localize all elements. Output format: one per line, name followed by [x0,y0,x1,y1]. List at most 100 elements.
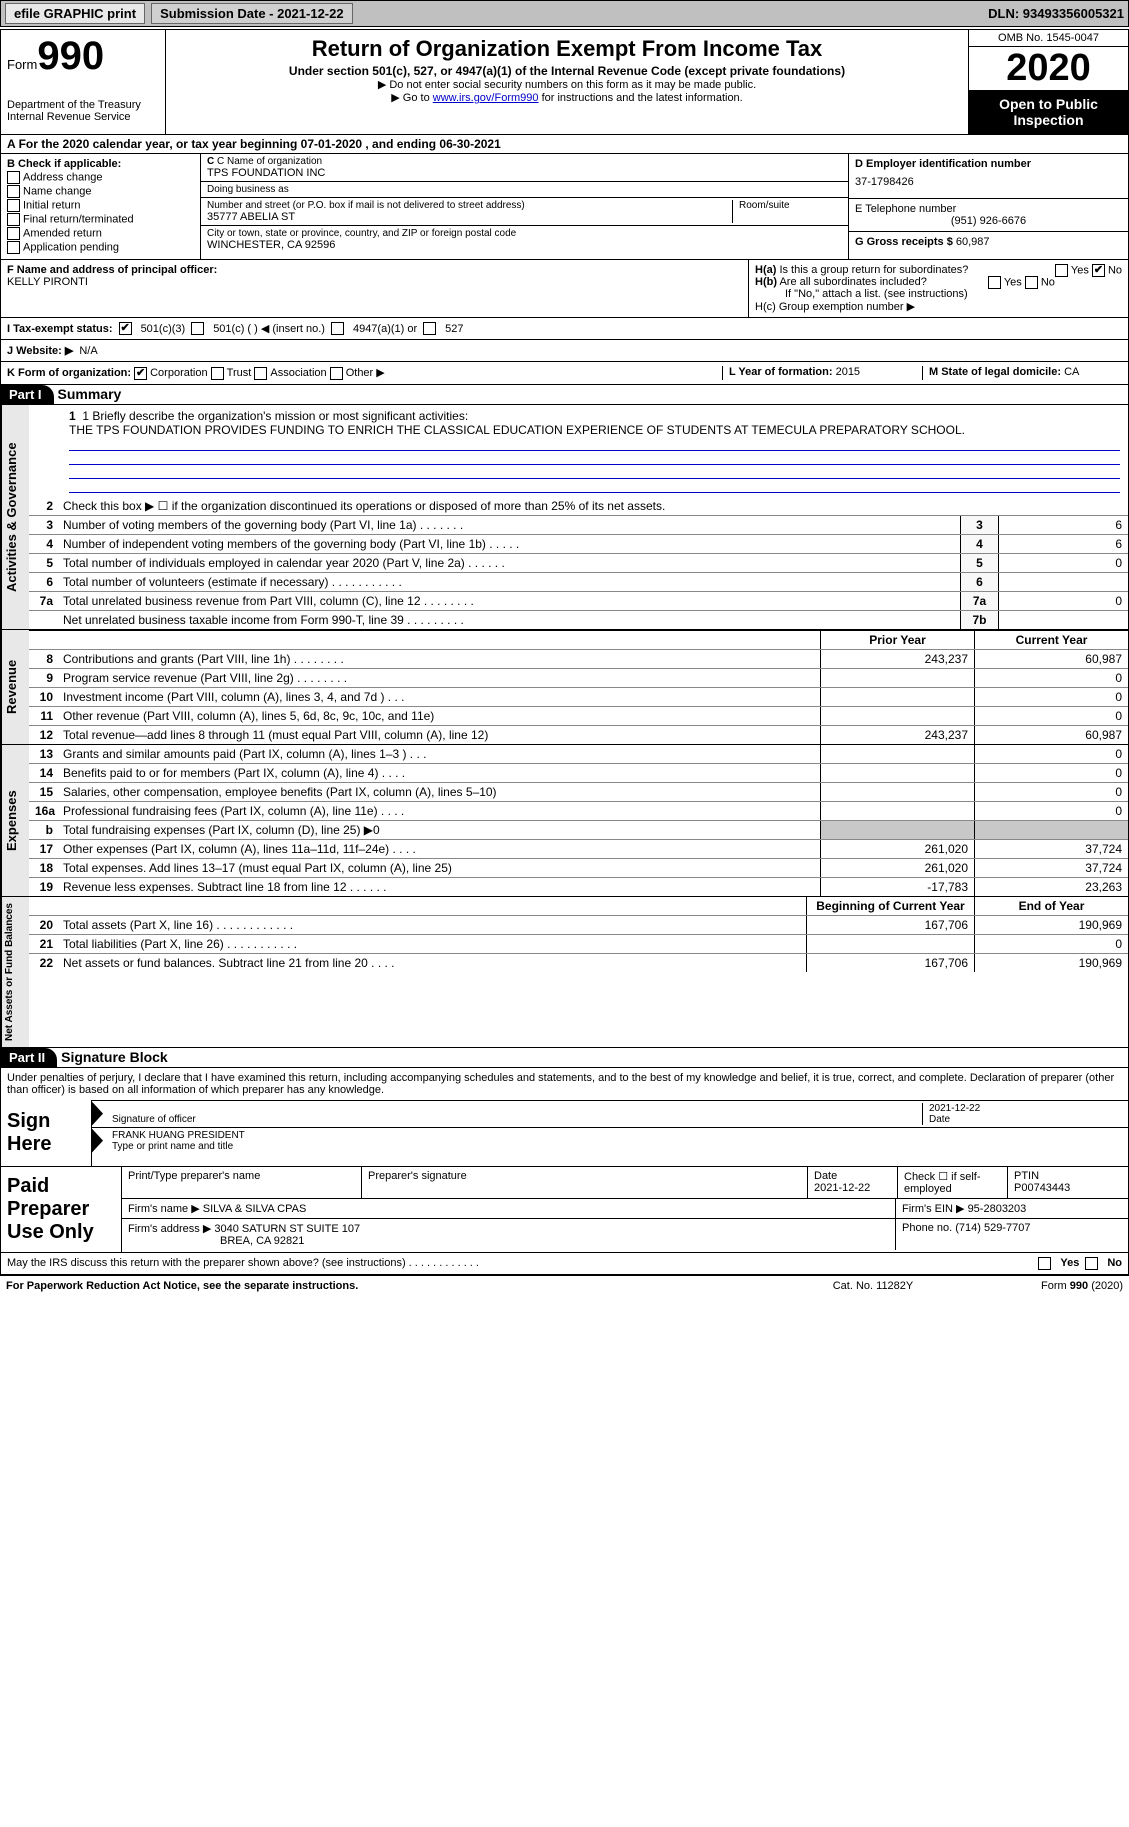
checkbox-corp[interactable]: ✔ [134,367,147,380]
checkbox-initial-return[interactable]: Initial return [7,199,194,212]
prior-15 [820,783,974,801]
signature-declaration: Under penalties of perjury, I declare th… [1,1068,1128,1100]
curr-17: 37,724 [974,840,1128,858]
sig-date: 2021-12-22 [929,1103,980,1114]
summary-line-7a: Total unrelated business revenue from Pa… [59,592,960,610]
curr-8: 60,987 [974,650,1128,668]
summary-val-6 [998,573,1128,591]
org-name: TPS FOUNDATION INC [207,167,842,179]
line-20-text: Total assets (Part X, line 16) . . . . .… [59,916,806,934]
checkbox-trust[interactable] [211,367,224,380]
dept-label: Department of the Treasury Internal Reve… [7,99,159,123]
website-value: N/A [79,345,97,357]
summary-val-5: 0 [998,554,1128,572]
ha-question: H(a) Is this a group return for subordin… [755,264,1122,276]
line-11-text: Other revenue (Part VIII, column (A), li… [59,707,820,725]
summary-val-3: 6 [998,516,1128,534]
checkbox-assoc[interactable] [254,367,267,380]
irs-link[interactable]: www.irs.gov/Form990 [433,92,539,104]
line-10-text: Investment income (Part VIII, column (A)… [59,688,820,706]
omb-number: OMB No. 1545-0047 [969,30,1128,47]
form-title: Return of Organization Exempt From Incom… [170,36,964,62]
checkbox-501c[interactable] [191,322,204,335]
prior-10 [820,688,974,706]
page-footer: For Paperwork Reduction Act Notice, see … [0,1275,1129,1296]
line-21-text: Total liabilities (Part X, line 26) . . … [59,935,806,953]
line-15-text: Salaries, other compensation, employee b… [59,783,820,801]
checkbox-other[interactable] [330,367,343,380]
checkbox-amended-return[interactable]: Amended return [7,227,194,240]
prior-17: 261,020 [820,840,974,858]
prior-9 [820,669,974,687]
curr-13: 0 [974,745,1128,763]
self-employed-check[interactable]: Check ☐ if self-employed [898,1167,1008,1198]
curr-11: 0 [974,707,1128,725]
netassets-vlabel: Net Assets or Fund Balances [1,897,29,1047]
submission-date-button[interactable]: Submission Date - 2021-12-22 [151,3,353,24]
discuss-no-checkbox[interactable] [1085,1257,1098,1270]
checkbox-name-change[interactable]: Name change [7,185,194,198]
mission-description: 1 1 Briefly describe the organization's … [29,405,1128,497]
checkbox-4947[interactable] [331,322,344,335]
prior-22: 167,706 [806,954,974,972]
officer-group-block: F Name and address of principal officer:… [0,260,1129,318]
checkbox-final-return-terminated[interactable]: Final return/terminated [7,213,194,226]
curr-15: 0 [974,783,1128,801]
top-toolbar: efile GRAPHIC print Submission Date - 20… [0,0,1129,27]
revenue-section: Revenue Prior Year Current Year 8Contrib… [0,630,1129,745]
checkbox-527[interactable] [423,322,436,335]
summary-val-7b [998,611,1128,629]
summary-line-3: Number of voting members of the governin… [59,516,960,534]
open-inspection-badge: Open to Public Inspection [969,90,1128,134]
curr-22: 190,969 [974,954,1128,972]
prior-12: 243,237 [820,726,974,744]
line-12-text: Total revenue—add lines 8 through 11 (mu… [59,726,820,744]
netassets-section: Net Assets or Fund Balances Beginning of… [0,897,1129,1048]
line-22-text: Net assets or fund balances. Subtract li… [59,954,806,972]
current-year-header: Current Year [974,631,1128,649]
sign-here-label: Sign Here [1,1100,91,1166]
end-year-header: End of Year [974,897,1128,915]
prior-21 [806,935,974,953]
part1-header: Part ISummary [0,385,1129,405]
tax-period-line: A For the 2020 calendar year, or tax yea… [0,135,1129,154]
curr-19: 23,263 [974,878,1128,896]
curr-14: 0 [974,764,1128,782]
curr-9: 0 [974,669,1128,687]
hc-label: H(c) Group exemption number ▶ [755,300,1122,313]
discuss-line: May the IRS discuss this return with the… [0,1253,1129,1275]
website-line: J Website: ▶ N/A [0,340,1129,362]
ein-value: 37-1798426 [855,170,1122,194]
checkbox-application-pending[interactable]: Application pending [7,241,194,254]
firm-ein: 95-2803203 [968,1203,1027,1215]
dln-label: DLN: 93493356005321 [988,6,1124,21]
telephone-value: (951) 926-6676 [855,215,1122,227]
prior-11 [820,707,974,725]
curr-20: 190,969 [974,916,1128,934]
paid-preparer-block: Paid Preparer Use Only Print/Type prepar… [0,1167,1129,1253]
expenses-section: Expenses 13Grants and similar amounts pa… [0,745,1129,897]
prior-14 [820,764,974,782]
firm-phone: (714) 529-7707 [955,1222,1030,1234]
prior-18: 261,020 [820,859,974,877]
ptin-value: P00743443 [1014,1182,1070,1194]
hb-note: If "No," attach a list. (see instruction… [755,288,1122,300]
signature-block: Under penalties of perjury, I declare th… [0,1068,1129,1167]
box-b-label: B Check if applicable: [7,158,194,170]
governance-section: Activities & Governance 1 1 Briefly desc… [0,405,1129,630]
tax-year: 2020 [969,47,1128,90]
org-form-line: K Form of organization: ✔Corporation Tru… [0,362,1129,385]
prep-date: 2021-12-22 [814,1182,870,1194]
curr-10: 0 [974,688,1128,706]
form-header: Form990 Department of the Treasury Inter… [0,29,1129,135]
expenses-vlabel: Expenses [1,745,29,896]
form-subtitle: Under section 501(c), 527, or 4947(a)(1)… [170,64,964,78]
checkbox-address-change[interactable]: Address change [7,171,194,184]
discuss-yes-checkbox[interactable] [1038,1257,1051,1270]
line-b-text: Total fundraising expenses (Part IX, col… [59,821,820,839]
paid-preparer-label: Paid Preparer Use Only [1,1167,121,1252]
efile-print-button[interactable]: efile GRAPHIC print [5,3,145,24]
curr-16a: 0 [974,802,1128,820]
checkbox-501c3[interactable]: ✔ [119,322,132,335]
form-note2: ▶ Go to www.irs.gov/Form990 for instruct… [170,91,964,104]
